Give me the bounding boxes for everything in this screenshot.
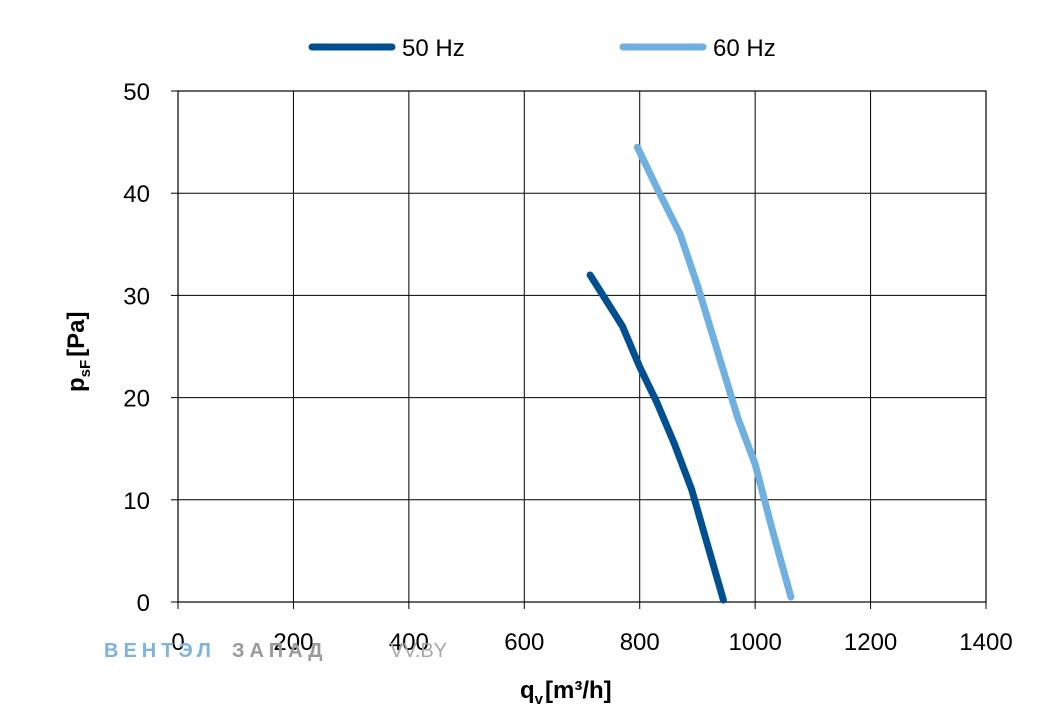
x-tick-label: 200: [273, 629, 313, 656]
y-axis-title-subscript: sF: [77, 360, 94, 378]
watermark-text-domain: VV.BY: [390, 640, 447, 662]
x-axis-ticks: 0 200 400 600 800 1000 1200 1400: [171, 602, 1013, 656]
y-axis-title-main: p: [63, 377, 90, 392]
legend-label-60hz: 60 Hz: [713, 35, 776, 62]
x-axis-title-subscript: v: [535, 691, 544, 708]
x-tick-label: 600: [504, 629, 544, 656]
x-tick-label: 1000: [728, 629, 781, 656]
y-axis-ticks: 0 10 20 30 40 50: [123, 79, 178, 617]
series-line-60hz: [633, 143, 795, 601]
data-series: [586, 143, 795, 604]
watermark-text-zapad: ЗАПАД: [232, 640, 328, 662]
y-tick-label: 50: [123, 79, 150, 106]
y-tick-label: 40: [123, 181, 150, 208]
y-tick-label: 20: [123, 386, 150, 413]
y-axis-title-unit: [Pa]: [63, 311, 90, 356]
x-tick-label: 1400: [959, 629, 1012, 656]
watermark: ВЕНТЭЛ ЗАПАД VV.BY: [104, 640, 447, 662]
x-tick-label: 0: [171, 629, 184, 656]
x-tick-label: 400: [389, 629, 429, 656]
x-tick-label: 800: [620, 629, 660, 656]
series-line-50hz: [586, 271, 727, 604]
x-tick-label: 1200: [844, 629, 897, 656]
plot-area-border: [177, 90, 987, 603]
legend: 50 Hz 60 Hz: [308, 35, 776, 62]
legend-label-50hz: 50 Hz: [402, 35, 465, 62]
y-tick-label: 30: [123, 283, 150, 310]
watermark-text-ventel: ВЕНТЭЛ: [104, 640, 216, 662]
x-axis-title-main: q: [520, 677, 535, 704]
y-tick-label: 10: [123, 488, 150, 515]
x-axis-title-unit: [m³/h]: [545, 677, 612, 704]
y-axis-title: psF [Pa]: [63, 311, 94, 392]
x-axis-title: qv[m³/h]: [520, 677, 612, 708]
y-tick-label: 0: [137, 590, 150, 617]
